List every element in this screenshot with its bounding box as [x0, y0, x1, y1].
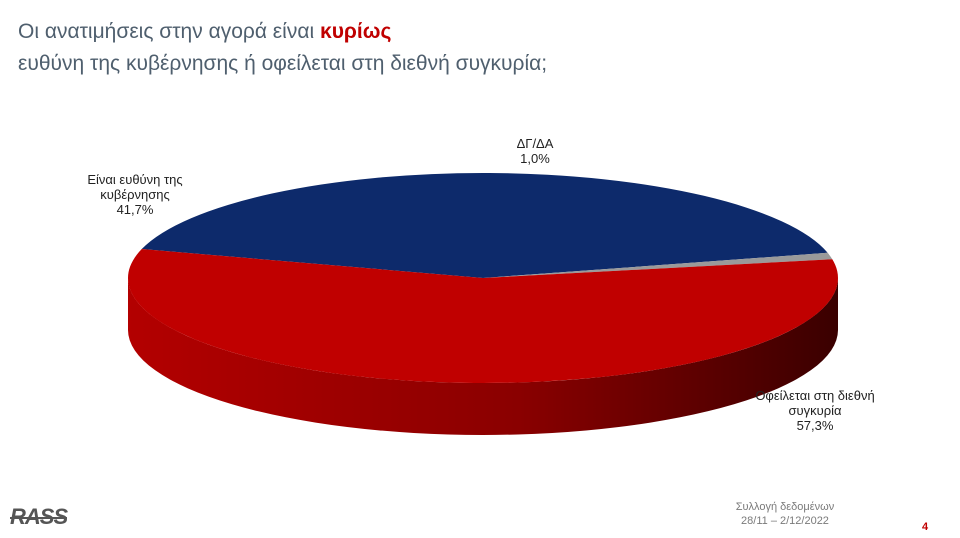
- slice-value-dk: 1,0%: [520, 151, 550, 166]
- data-collection-info: Συλλογή δεδομένων 28/11 – 2/12/2022: [700, 500, 870, 528]
- slice-label-international-line1: Οφείλεται στη διεθνή: [755, 388, 875, 403]
- pie-sides: [128, 278, 838, 435]
- slice-value-international: 57,3%: [796, 418, 834, 433]
- slice-international-side: [128, 278, 838, 435]
- slice-label-government-line1: Είναι ευθύνη της: [87, 172, 183, 187]
- slice-label-government-line2: κυβέρνησης: [100, 187, 170, 202]
- collection-dates: 28/11 – 2/12/2022: [741, 515, 829, 527]
- collection-label: Συλλογή δεδομένων: [735, 501, 835, 513]
- rass-logo: RASS: [10, 504, 68, 529]
- title-line1-prefix: Οι ανατιμήσεις στην αγορά είναι: [18, 20, 320, 43]
- slice-label-international-line2: συγκυρία: [788, 403, 842, 418]
- slice-label-dk-line1: ΔΓ/ΔΑ: [516, 136, 554, 151]
- title-line2: ευθύνη της κυβέρνησης ή οφείλεται στη δι…: [18, 52, 548, 75]
- slice-label-international: Οφείλεται στη διεθνή συγκυρία 57,3%: [720, 388, 910, 433]
- slice-dk-top: [483, 252, 833, 278]
- slice-label-dk: ΔΓ/ΔΑ 1,0%: [490, 136, 580, 166]
- page-title: Οι ανατιμήσεις στην αγορά είναι κυρίως ε…: [18, 16, 938, 80]
- slice-label-government: Είναι ευθύνη της κυβέρνησης 41,7%: [50, 172, 220, 217]
- slice-government-top: [141, 173, 828, 278]
- title-emphasis: κυρίως: [319, 20, 392, 43]
- slice-international-top: [128, 249, 839, 384]
- pie-tops: [128, 173, 839, 384]
- page-number: 4: [922, 521, 929, 533]
- slice-value-government: 41,7%: [116, 202, 154, 217]
